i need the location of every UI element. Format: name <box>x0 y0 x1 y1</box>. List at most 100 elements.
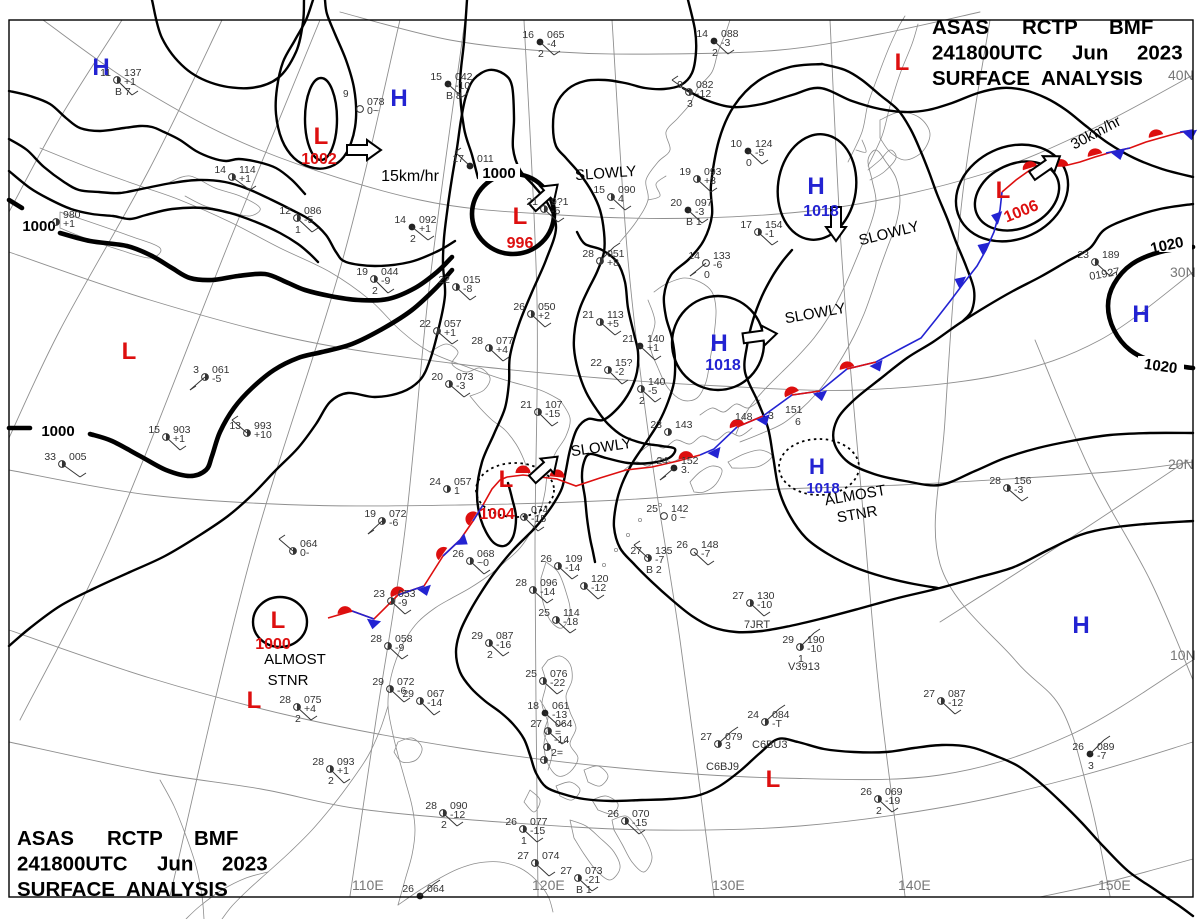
svg-text:L: L <box>513 203 528 230</box>
svg-text:097: 097 <box>695 197 713 209</box>
svg-text:22: 22 <box>419 318 431 330</box>
svg-text:3.: 3. <box>681 464 690 476</box>
svg-text:26: 26 <box>676 539 688 551</box>
svg-text:124: 124 <box>755 138 773 150</box>
svg-text:156: 156 <box>1014 475 1032 487</box>
svg-text:-4: -4 <box>547 38 556 50</box>
svg-text:B 8: B 8 <box>446 90 462 102</box>
svg-text:H: H <box>390 85 407 112</box>
svg-text:6: 6 <box>795 416 801 428</box>
svg-text:BMF: BMF <box>1109 16 1153 39</box>
svg-text:7JRT: 7JRT <box>744 619 770 631</box>
svg-text:C6BU3: C6BU3 <box>752 739 787 751</box>
svg-text:28: 28 <box>582 248 594 260</box>
svg-text:+1: +1 <box>124 76 136 88</box>
svg-text:20: 20 <box>670 197 682 209</box>
svg-text:241800UTC: 241800UTC <box>932 42 1043 65</box>
svg-text:-10: -10 <box>455 80 470 92</box>
svg-text:L: L <box>499 466 514 493</box>
svg-text:SURFACE: SURFACE <box>932 67 1030 90</box>
svg-text:Jun: Jun <box>1072 42 1108 65</box>
svg-text:078: 078 <box>367 96 385 108</box>
svg-text:070: 070 <box>632 808 650 820</box>
svg-text:1: 1 <box>295 224 301 236</box>
svg-text:+1: +1 <box>63 218 75 230</box>
svg-text:150E: 150E <box>1098 877 1131 893</box>
svg-text:L: L <box>271 607 286 634</box>
svg-text:0-: 0- <box>300 547 310 559</box>
svg-text:-3: -3 <box>1014 484 1023 496</box>
svg-text:H: H <box>1072 612 1089 639</box>
svg-text:-2: -2 <box>615 366 624 378</box>
svg-text:2: 2 <box>410 233 416 245</box>
svg-text:24: 24 <box>656 455 668 467</box>
svg-text:24: 24 <box>747 709 759 721</box>
svg-text:-5: -5 <box>755 147 764 159</box>
svg-text:10N: 10N <box>1170 647 1196 663</box>
svg-text:-5: -5 <box>212 373 221 385</box>
svg-text:-5: -5 <box>304 214 313 226</box>
svg-text:ALMOST: ALMOST <box>264 651 326 668</box>
svg-text:~0: ~0 <box>477 557 489 569</box>
svg-text:L: L <box>122 338 137 365</box>
svg-text:042: 042 <box>455 71 473 83</box>
svg-text:11: 11 <box>100 67 111 79</box>
svg-text:2=: 2= <box>551 747 563 759</box>
svg-text:086: 086 <box>304 205 322 217</box>
svg-text:23: 23 <box>373 588 385 600</box>
svg-text:0: 0 <box>704 269 710 281</box>
svg-text:+1: +1 <box>647 342 659 354</box>
svg-text:-9: -9 <box>395 642 404 654</box>
svg-text:065: 065 <box>547 29 565 41</box>
svg-text:120: 120 <box>591 573 609 585</box>
svg-text:140E: 140E <box>898 877 931 893</box>
svg-text:-7: -7 <box>701 548 710 560</box>
svg-text:064: 064 <box>427 883 445 895</box>
svg-text:28: 28 <box>989 475 1001 487</box>
svg-text:14: 14 <box>696 28 708 40</box>
svg-text:1000: 1000 <box>41 423 74 440</box>
svg-text:152: 152 <box>681 455 699 467</box>
svg-text:-3: -3 <box>695 206 704 218</box>
svg-text:C6BJ9: C6BJ9 <box>706 761 739 773</box>
svg-text:082: 082 <box>696 79 714 91</box>
svg-text:L: L <box>247 687 262 714</box>
svg-text:241800UTC: 241800UTC <box>17 853 128 876</box>
svg-text:40N: 40N <box>1168 67 1194 83</box>
svg-text:3: 3 <box>1088 760 1094 772</box>
svg-text:092: 092 <box>419 214 437 226</box>
svg-text:27: 27 <box>560 865 572 877</box>
svg-text:21: 21 <box>520 399 532 411</box>
svg-text:BMF: BMF <box>194 827 238 850</box>
svg-text:10: 10 <box>730 138 742 150</box>
svg-text:-8: -8 <box>463 283 472 295</box>
svg-text:-14: -14 <box>554 734 569 746</box>
svg-text:-14: -14 <box>565 562 580 574</box>
svg-text:061: 061 <box>552 700 570 712</box>
svg-text:27: 27 <box>923 688 935 700</box>
svg-text:3: 3 <box>725 740 731 752</box>
svg-text:-12: -12 <box>948 697 963 709</box>
svg-text:L: L <box>895 49 910 76</box>
svg-text:21: 21 <box>622 333 634 345</box>
svg-text:-6: -6 <box>397 685 406 697</box>
svg-text:-6: -6 <box>389 517 398 529</box>
svg-text:+10: +10 <box>254 429 272 441</box>
svg-text:Jun: Jun <box>157 853 193 876</box>
svg-text:15?: 15? <box>615 357 633 369</box>
svg-text:12: 12 <box>279 205 291 217</box>
svg-text:1000: 1000 <box>255 636 291 653</box>
svg-text:21: 21 <box>526 196 538 208</box>
svg-text:-10: -10 <box>807 643 822 655</box>
svg-text:28: 28 <box>279 694 291 706</box>
svg-text:1020: 1020 <box>1143 356 1178 377</box>
svg-text:23: 23 <box>650 419 662 431</box>
svg-text:-3: -3 <box>721 37 730 49</box>
svg-text:3: 3 <box>768 410 774 422</box>
svg-text:27: 27 <box>700 731 712 743</box>
svg-text:STNR: STNR <box>268 672 309 689</box>
svg-text:076: 076 <box>550 668 568 680</box>
svg-text:-12: -12 <box>696 88 711 100</box>
svg-text:151: 151 <box>785 404 803 416</box>
svg-text:015: 015 <box>463 274 481 286</box>
